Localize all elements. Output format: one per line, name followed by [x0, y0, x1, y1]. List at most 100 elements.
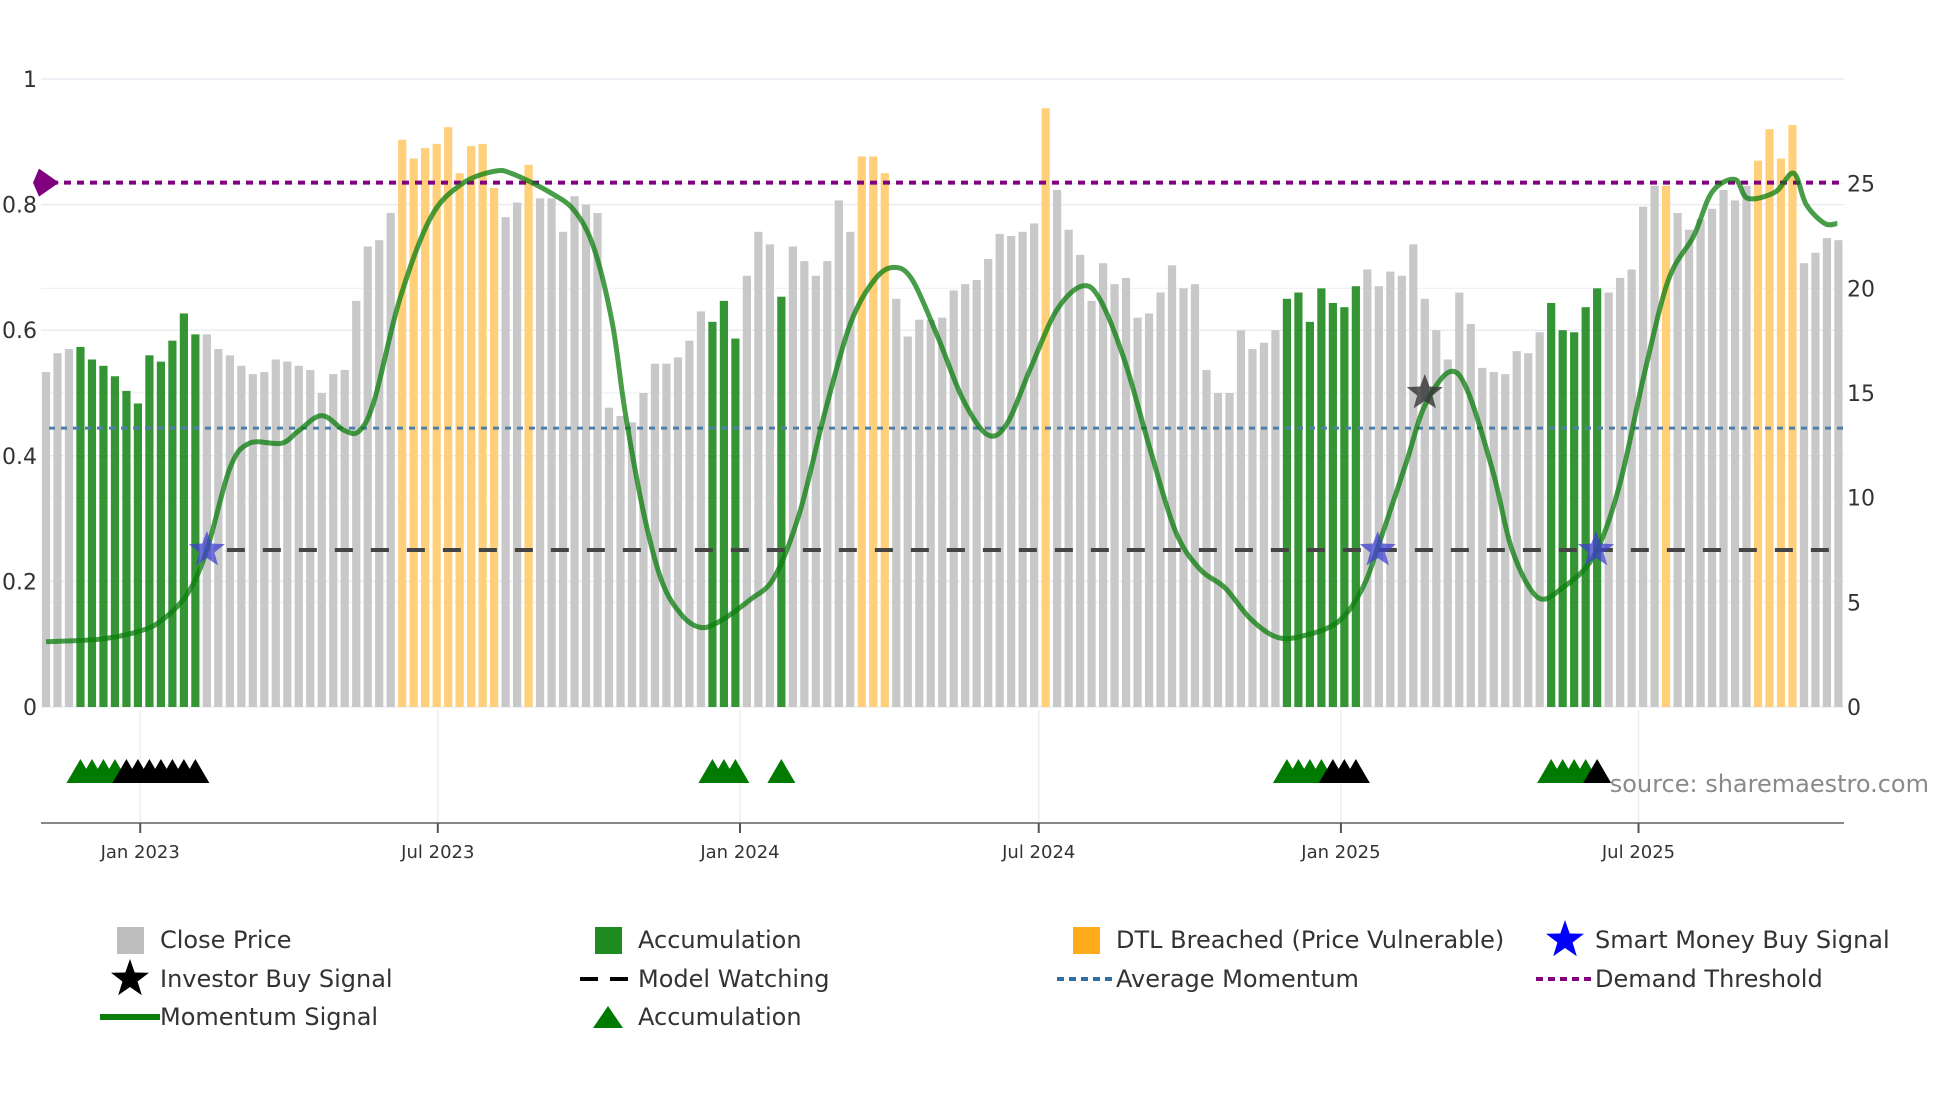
close-price-bar [570, 196, 579, 707]
close-price-bar [1673, 212, 1682, 707]
reference-lines [33, 168, 1844, 552]
close-price-bar [926, 319, 935, 707]
left-tick-label: 0 [23, 696, 37, 721]
close-price-bar [306, 369, 315, 707]
accumulation-bar [1547, 302, 1556, 707]
demand-threshold-diamond-marker [33, 168, 59, 197]
close-price-bar [1064, 229, 1073, 707]
close-price-bar [237, 365, 246, 707]
close-price-bar [1110, 284, 1119, 707]
close-price-bar [535, 198, 545, 707]
signal-stars [188, 374, 1615, 566]
close-price-bar [64, 349, 74, 707]
smart-money-star-icon [188, 531, 225, 566]
close-price-bar [1501, 374, 1510, 707]
close-price-bar [1397, 275, 1406, 707]
close-price-bar [892, 298, 901, 707]
close-price-bar [903, 336, 912, 707]
close-price-bar [1053, 189, 1062, 708]
close-price-bar [788, 246, 797, 707]
right-tick-label: 20 [1847, 277, 1875, 302]
accumulation-bar [168, 340, 177, 707]
close-price-bar [1409, 244, 1418, 707]
close-price-bar [1822, 238, 1832, 708]
close-price-bar [363, 246, 372, 707]
dtl-breached-bar [398, 139, 407, 707]
dtl-breached-bar [467, 145, 476, 707]
right-tick-label: 0 [1847, 696, 1861, 721]
close-price-bar [765, 244, 774, 707]
close-price-bar [41, 372, 51, 707]
close-price-bar [283, 361, 292, 707]
close-price-bar [1018, 231, 1027, 707]
investor-star-icon [1406, 374, 1443, 409]
close-price-bar [1225, 393, 1234, 707]
close-price-bar [271, 359, 280, 707]
close-price-bar [1420, 298, 1429, 707]
accumulation-bar [76, 346, 85, 707]
accumulation-bar [731, 338, 740, 707]
momentum-signal [45, 167, 1838, 645]
close-price-bar [558, 231, 568, 707]
close-price-bar [823, 261, 832, 707]
close-price-bar [627, 422, 637, 707]
close-price-bar [1087, 300, 1096, 707]
close-price-bar [260, 372, 269, 707]
left-tick-label: 0.6 [2, 319, 37, 344]
dtl-breached-bar [1753, 160, 1763, 707]
close-price-bar [834, 200, 843, 707]
dtl-breached-bar [869, 156, 878, 707]
close-price-bar [202, 334, 211, 707]
close-price-bar [317, 393, 326, 707]
close-price-bar [1030, 223, 1039, 707]
close-price-bar [673, 357, 683, 707]
close-price-bar [512, 202, 522, 708]
x-tick-label: Jan 2023 [100, 842, 180, 863]
close-price-bar [1639, 206, 1648, 707]
dtl-breached-bar [1661, 185, 1671, 707]
close-price-bar [1489, 372, 1498, 707]
accumulation-bar [122, 390, 131, 707]
close-price-bar [1236, 330, 1246, 707]
accumulation-bar [145, 355, 154, 707]
close-price-bar [1202, 369, 1211, 707]
accumulation-bar [1317, 288, 1326, 707]
close-price-bar [1374, 286, 1383, 707]
right-tick-label: 15 [1847, 382, 1875, 407]
dtl-breached-bar [478, 143, 487, 708]
close-price-bar [696, 311, 706, 707]
close-price-bar [1684, 229, 1694, 707]
right-tick-label: 10 [1847, 487, 1875, 512]
close-price-bar [386, 212, 395, 707]
accumulation-triangle-icon [1341, 759, 1370, 783]
x-tick-label: Jul 2023 [400, 842, 474, 863]
smart-money-star-icon [1577, 531, 1615, 566]
accumulation-bar [719, 300, 729, 707]
accumulation-bar [156, 361, 165, 707]
accumulation-triangle-icon [1583, 759, 1612, 783]
close-price-bar [1719, 189, 1728, 708]
dtl-breached-bar [1776, 158, 1786, 708]
accumulation-bar [777, 296, 786, 707]
close-price-bar [800, 261, 809, 707]
close-price-bar [1098, 263, 1108, 707]
accumulation-bar [1558, 330, 1567, 707]
dtl-breached-bar [524, 164, 533, 707]
close-price-bar [1604, 292, 1613, 707]
close-price-bar [375, 240, 384, 708]
close-price-bar [846, 231, 855, 707]
close-price-bar [1156, 292, 1165, 707]
close-price-bar [616, 416, 625, 707]
close-price-bar [294, 365, 303, 707]
close-price-bar [1190, 284, 1200, 707]
x-tick-label: Jan 2025 [1300, 842, 1380, 863]
accumulation-triangle-icon [767, 759, 796, 783]
close-price-bar [593, 212, 602, 707]
close-price-bar [329, 374, 338, 707]
accumulation-bar [1581, 307, 1590, 707]
smart-money-star-icon [1359, 531, 1396, 566]
close-price-bar [742, 275, 751, 707]
dtl-breached-bar [409, 158, 418, 708]
close-price-bar [1478, 367, 1487, 707]
